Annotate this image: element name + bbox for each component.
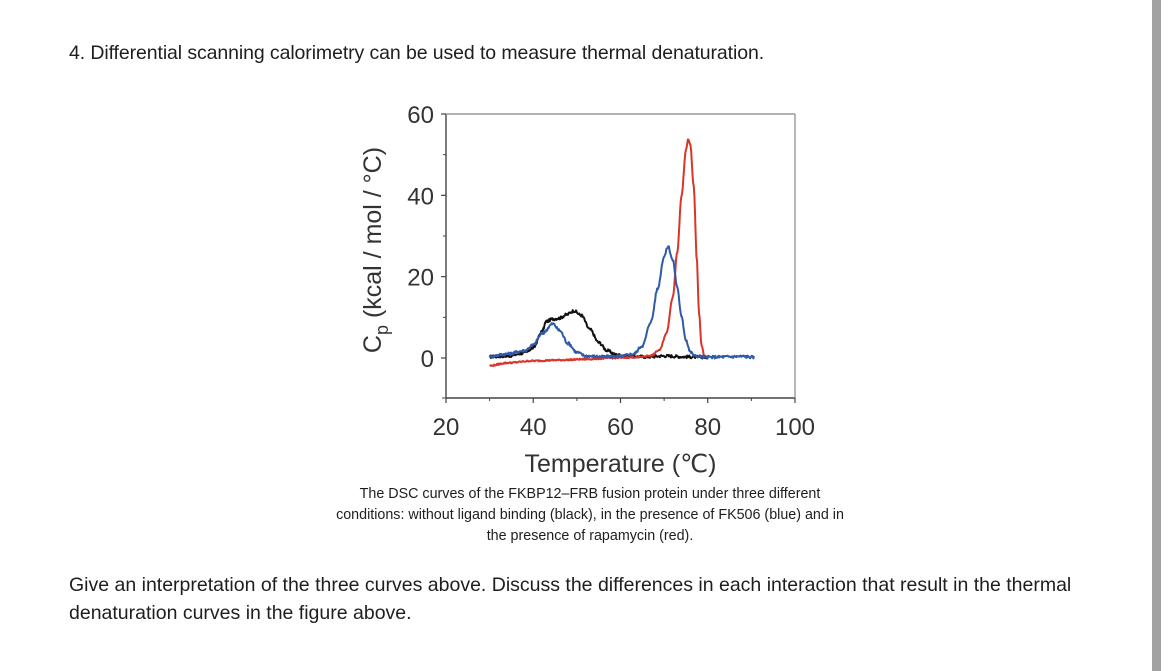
question-title: 4. Differential scanning calorimetry can… — [69, 42, 765, 64]
y-tick-label: 60 — [407, 102, 434, 129]
x-tick-label: 60 — [607, 414, 634, 441]
y-tick-label: 0 — [421, 346, 434, 373]
chart-series — [488, 138, 755, 368]
series-line-fk506 — [488, 245, 755, 360]
x-tick-label: 100 — [775, 414, 815, 441]
x-tick-label: 20 — [433, 414, 460, 441]
figure-caption: The DSC curves of the FKBP12–FRB fusion … — [290, 484, 890, 547]
x-axis-title: Temperature (℃) — [524, 450, 716, 478]
scrollbar[interactable] — [1152, 0, 1161, 671]
y-tick-label: 20 — [407, 265, 434, 292]
chart-axes — [441, 113, 796, 403]
dsc-chart: 20 40 60 80 100 0 20 40 60 Temperature (℃) Cp (kca… — [359, 102, 815, 478]
caption-line: conditions: without ligand binding (blac… — [336, 507, 844, 523]
series-line-rapamycin — [489, 138, 708, 368]
y-tick-label: 40 — [407, 183, 434, 210]
x-tick-label: 80 — [694, 414, 721, 441]
question-prompt: Give an interpretation of the three curv… — [69, 574, 1072, 624]
caption-line: the presence of rapamycin (red). — [486, 528, 694, 544]
caption-line: The DSC curves of the FKBP12–FRB fusion … — [359, 486, 821, 502]
x-tick-label: 40 — [520, 414, 547, 441]
chart-labels: 20 40 60 80 100 0 20 40 60 Temperature (℃) Cp (kca… — [359, 102, 815, 478]
y-axis-title: Cp (kcal / mol / °C) — [359, 147, 392, 353]
